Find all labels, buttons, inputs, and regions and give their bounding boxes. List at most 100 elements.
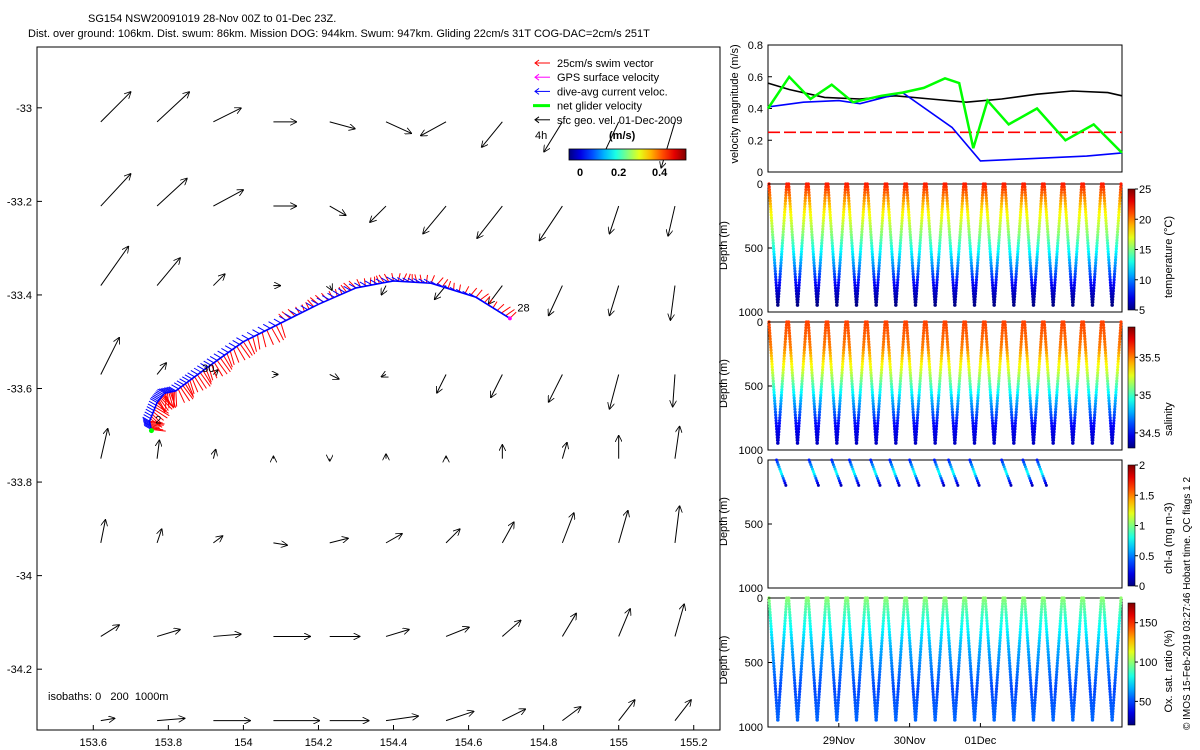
temperature-sample (815, 303, 819, 307)
oxygen-sample (974, 701, 978, 705)
oxygen-sample (846, 596, 850, 600)
current-vector (182, 376, 190, 382)
chl-a-sample (1006, 476, 1010, 480)
oxygen-sample (954, 698, 958, 702)
chl-a-sample (916, 481, 920, 485)
oxygen-sample (1040, 602, 1044, 606)
temperature-sample (803, 204, 807, 209)
temperature-sample (801, 233, 805, 237)
velocity-series-line (767, 91, 1123, 162)
oxygen-sample (1035, 664, 1040, 668)
salinity-sample (787, 323, 791, 327)
salinity-sample (1109, 427, 1113, 431)
swim-vector (175, 390, 178, 407)
temperature-sample (833, 275, 837, 279)
temperature-sample (914, 303, 918, 307)
velocity-ytick-label: 0.8 (748, 40, 763, 52)
oxygen-sample (901, 624, 905, 628)
salinity-sample (908, 373, 913, 378)
temperature-sample (804, 190, 808, 195)
oxygen-sample (886, 607, 890, 611)
oxygen-sample (800, 650, 805, 654)
oxygen-sample (951, 701, 956, 705)
salinity-sample (774, 416, 778, 420)
temperature-sample (1017, 235, 1021, 240)
salinity-sample (1028, 390, 1032, 394)
temperature-sample (909, 241, 913, 245)
oxygen-sample (920, 624, 924, 628)
oxygen-sample (1036, 650, 1041, 654)
salinity-sample (1064, 342, 1068, 347)
oxygen-sample (1011, 704, 1015, 708)
temperature-sample (879, 230, 884, 234)
temperature-sample (938, 238, 942, 242)
salinity-sample (1024, 342, 1028, 347)
temperature-sample (1069, 275, 1073, 279)
temperature-sample (934, 297, 938, 302)
temperature-sample (1033, 283, 1037, 287)
temperature-sample (993, 289, 997, 293)
oxygen-sample (1005, 619, 1009, 623)
oxygen-sample (968, 653, 972, 657)
temperature-sample (994, 278, 998, 282)
temperature-sample (876, 278, 880, 282)
oxygen-sample (937, 670, 941, 674)
oxygen-sample (771, 650, 775, 654)
oxygen-sample (802, 621, 807, 626)
temperature-sample (780, 241, 785, 245)
chl-a-sample (948, 463, 952, 467)
oxygen-sample (929, 664, 933, 668)
oxygen-sample (830, 647, 834, 651)
current-vector (147, 403, 156, 409)
oxygen-sample (915, 695, 919, 699)
temperature-sample (938, 235, 942, 240)
temperature-sample (915, 286, 919, 290)
oxygen-sample (863, 599, 867, 603)
oxygen-sample (925, 604, 929, 609)
temperature-sample (774, 286, 779, 290)
salinity-sample (986, 359, 990, 364)
oxygen-sample (868, 633, 872, 637)
salinity-sample (1113, 402, 1117, 406)
oxygen-sample (939, 636, 943, 640)
salinity-sample (1027, 382, 1031, 386)
oxygen-sample (781, 644, 785, 648)
temperature-sample (955, 272, 959, 276)
oxygen-sample (886, 610, 890, 614)
temperature-sample (950, 261, 954, 265)
oxygen-sample (926, 627, 931, 631)
oxygen-sample (977, 653, 981, 657)
oxygen-sample (887, 630, 892, 634)
temperature-sample (975, 264, 980, 268)
oxygen-sample (985, 621, 989, 626)
temperature-sample (1019, 210, 1023, 214)
salinity-sample (871, 396, 875, 400)
salinity-sample (1057, 357, 1061, 361)
temperature-sample (892, 280, 896, 285)
temperature-sample (770, 230, 775, 234)
temperature-sample (911, 272, 915, 276)
temperature-sample (771, 235, 775, 240)
temperature-sample (778, 272, 782, 276)
temperature-sample (888, 224, 892, 228)
oxygen-sample (1034, 684, 1038, 688)
temperature-sample (890, 249, 894, 254)
oxygen-sample (824, 602, 828, 606)
temperature-sample (980, 199, 984, 203)
oxygen-sample (919, 638, 923, 643)
temperature-sample (935, 280, 939, 285)
oxygen-sample (890, 670, 894, 674)
oxygen-sample (871, 673, 875, 677)
oxygen-sample (883, 599, 887, 603)
temperature-sample (768, 193, 772, 197)
oxygen-sample (888, 638, 892, 643)
oxygen-sample (906, 619, 910, 623)
temperature-sample (859, 238, 863, 242)
temperature-sample (1107, 261, 1111, 265)
salinity-sample (826, 323, 830, 327)
oxygen-sample (875, 704, 879, 708)
temperature-sample (947, 221, 951, 226)
geo-velocity-arrow (673, 374, 675, 406)
salinity-sample (770, 368, 775, 372)
temperature-sample (1093, 269, 1097, 273)
